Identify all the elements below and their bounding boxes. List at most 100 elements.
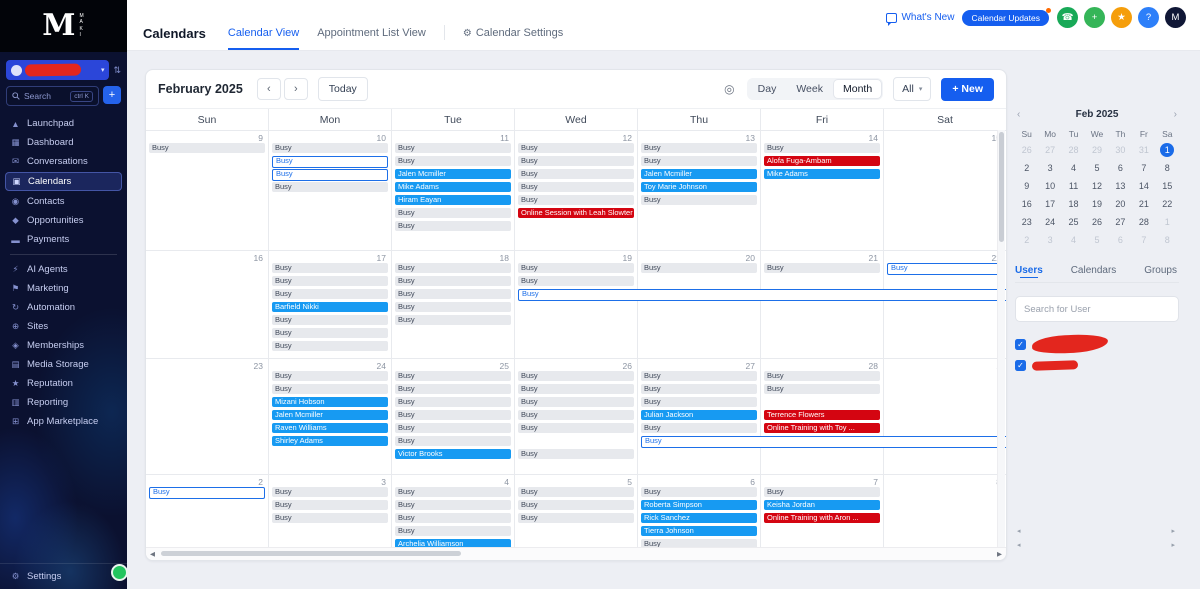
day-cell[interactable]: 13 Busy Busy Jalen Mcmiller Toy Marie Johnso… [638,131,761,250]
tab-calendar-settings[interactable]: ⚙ Calendar Settings [463,27,563,50]
panel-tab-calendars[interactable]: Calendars [1070,265,1117,276]
view-option-day[interactable]: Day [757,83,777,95]
event-pill[interactable]: Busy [395,384,511,394]
day-cell[interactable]: 28 Busy Busy Terrence Flowers Online Trainin… [761,359,884,474]
event-pill[interactable]: Busy [518,449,634,459]
day-cell[interactable]: 4 Busy Busy Busy Busy Archelia Williamson [392,475,515,550]
day-cell[interactable]: 27 Busy Busy Busy Julian Jackson Busy Busy [638,359,1006,474]
help-icon[interactable]: ? [1138,7,1159,28]
tab-calendar-view[interactable]: Calendar View [227,27,300,50]
event-pill[interactable]: Busy [641,487,757,497]
event-pill[interactable]: Busy [518,195,634,205]
mini-calendar-day[interactable]: 16 [1021,199,1032,209]
event-pill[interactable]: Busy [272,315,388,325]
event-pill[interactable]: Busy [641,436,1006,448]
event-pill[interactable]: Busy [272,276,388,286]
event-pill[interactable]: Busy [518,263,634,273]
event-pill[interactable]: Busy [518,156,634,166]
mini-calendar-day[interactable]: 3 [1047,235,1053,245]
event-pill[interactable]: Busy [272,371,388,381]
event-pill[interactable]: Busy [272,143,388,153]
mini-calendar-day[interactable]: 26 [1021,145,1032,155]
mini-calendar-day[interactable]: 26 [1091,217,1102,227]
event-pill[interactable]: Busy [518,500,634,510]
event-pill[interactable]: Busy [395,221,511,231]
event-pill[interactable]: Busy [641,423,757,433]
panel-scrollbar-row[interactable]: ◂ ▸ [1017,541,1175,549]
mini-calendar-day[interactable]: 21 [1138,199,1149,209]
sidebar-item-reputation[interactable]: ★ Reputation [5,375,122,392]
account-pill[interactable]: ▾ [6,60,110,80]
checkbox-checked-icon[interactable]: ✓ [1015,338,1026,350]
event-pill[interactable]: Online Training with Aron ... [764,513,880,523]
day-cell[interactable]: 16 [146,251,269,358]
mini-calendar-day[interactable]: 6 [1117,235,1123,245]
mini-calendar-day[interactable]: 30 [1115,145,1126,155]
mini-calendar-day[interactable]: 9 [1024,181,1030,191]
mini-calendar-day[interactable]: 1 [1164,217,1170,227]
scroll-right-arrow-icon[interactable]: ▶ [997,551,1002,558]
event-pill[interactable]: Rick Sanchez [641,513,757,523]
day-cell[interactable]: 12 Busy Busy Busy Busy Busy Online Session wit… [515,131,638,250]
event-pill[interactable]: Busy [272,513,388,523]
mini-calendar-day[interactable]: 10 [1045,181,1056,191]
event-pill[interactable]: Busy [395,500,511,510]
sidebar-item-media-storage[interactable]: ▤ Media Storage [5,356,122,373]
event-pill[interactable]: Shirley Adams [272,436,388,446]
mini-calendar-day[interactable]: 2 [1024,163,1030,173]
mini-prev-month-icon[interactable]: ‹ [1017,109,1021,120]
mini-calendar-day[interactable]: 6 [1117,163,1123,173]
event-pill[interactable]: Jalen Mcmiller [272,410,388,420]
event-pill[interactable]: Busy [518,513,634,523]
account-switcher[interactable]: ▾ ⇅ [6,60,121,80]
event-pill[interactable]: Busy [764,384,880,394]
day-cell[interactable]: 6 Busy Roberta Simpson Rick Sanchez Tierra J… [638,475,761,550]
checkbox-checked-icon[interactable]: ✓ [1015,359,1026,371]
sidebar-item-automation[interactable]: ↻ Automation [5,299,122,316]
event-pill[interactable]: Busy [395,143,511,153]
event-pill[interactable]: Mike Adams [395,182,511,192]
mini-calendar-day[interactable]: 31 [1138,145,1149,155]
event-pill[interactable]: Busy [641,195,757,205]
event-pill[interactable]: Raven Williams [272,423,388,433]
sidebar-item-dashboard[interactable]: ▦ Dashboard [5,134,122,151]
event-pill[interactable]: Alofa Fuga-Ambam [764,156,880,166]
mini-calendar-day[interactable]: 13 [1115,181,1126,191]
avatar[interactable]: M [1165,7,1186,28]
mini-calendar-day[interactable]: 14 [1138,181,1149,191]
day-cell[interactable]: 21 Busy [761,251,884,358]
event-pill[interactable]: Busy [764,143,880,153]
mini-calendar-day[interactable]: 19 [1091,199,1102,209]
mini-calendar-day[interactable]: 7 [1141,235,1147,245]
event-pill[interactable]: Keisha Jordan [764,500,880,510]
mini-calendar-day[interactable]: 2 [1024,235,1030,245]
rewards-icon[interactable]: ★ [1111,7,1132,28]
scroll-left-arrow-icon[interactable]: ◂ [1017,528,1021,535]
event-pill[interactable]: Busy [272,169,388,181]
event-pill[interactable]: Jalen Mcmiller [395,169,511,179]
event-pill[interactable]: Busy [395,302,511,312]
event-pill[interactable]: Busy [395,397,511,407]
user-filter-item[interactable]: ✓ [1015,333,1179,355]
event-pill[interactable]: Busy [149,487,265,499]
event-pill[interactable]: Busy [518,423,634,433]
day-cell[interactable]: 15 [884,131,1006,250]
event-pill[interactable]: Busy [641,156,757,166]
sidebar-item-app-marketplace[interactable]: ⊞ App Marketplace [5,413,122,430]
event-pill[interactable]: Busy [395,208,511,218]
panel-tab-groups[interactable]: Groups [1144,265,1177,276]
filter-dropdown[interactable]: All ▾ [893,77,932,101]
mini-calendar-day[interactable]: 4 [1071,235,1077,245]
vertical-scrollbar[interactable] [997,130,1005,547]
mini-calendar-day[interactable]: 11 [1068,181,1079,191]
scroll-right-arrow-icon[interactable]: ▸ [1171,542,1175,549]
event-pill[interactable]: Busy [395,436,511,446]
event-pill[interactable]: Busy [641,143,757,153]
day-cell[interactable]: 18 Busy Busy Busy Busy Busy [392,251,515,358]
event-pill[interactable]: Tierra Johnson [641,526,757,536]
whats-new-link[interactable]: What's New [886,12,954,26]
day-cell[interactable]: 8 [884,475,1006,550]
event-pill[interactable]: Busy [641,539,757,549]
sidebar-item-launchpad[interactable]: ▲ Launchpad [5,115,122,132]
event-pill[interactable]: Busy [272,500,388,510]
